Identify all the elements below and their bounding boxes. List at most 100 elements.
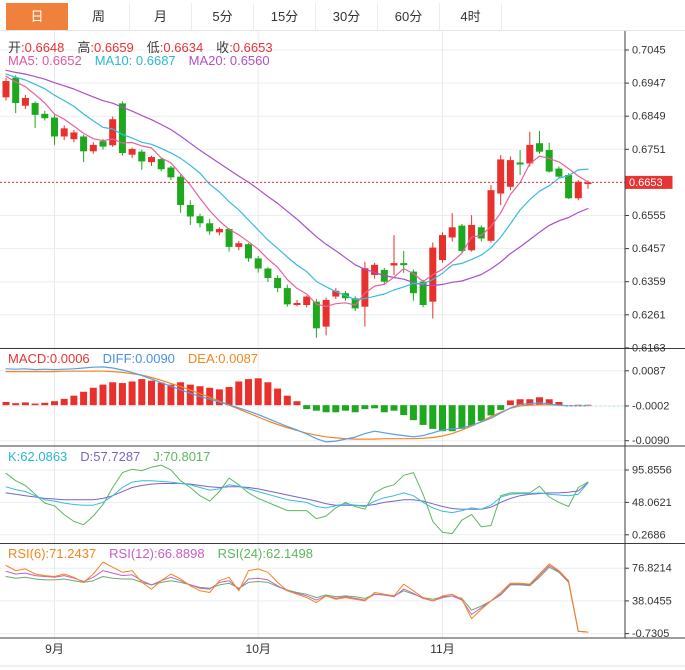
tab-month[interactable]: 月: [130, 3, 192, 30]
candle-body: [21, 97, 29, 106]
tab-5min[interactable]: 5分: [192, 3, 254, 30]
macd-hist-bar: [361, 405, 369, 410]
candle-body: [448, 227, 456, 238]
macd-hist-bar: [545, 399, 553, 406]
candle-body: [303, 296, 311, 306]
candle-body: [332, 290, 340, 297]
candle-body: [458, 225, 466, 251]
candle-body: [322, 299, 330, 327]
macd-hist-bar: [448, 405, 456, 432]
ma20-line: [5, 69, 589, 287]
macd-hist-bar: [371, 405, 379, 409]
macd-hist-bar: [526, 399, 534, 406]
macd-hist-bar: [148, 380, 155, 406]
price-axis-label: 0.7045: [632, 45, 666, 57]
candle-body: [118, 103, 126, 154]
candle-body: [12, 77, 20, 104]
macd-hist-bar: [516, 399, 524, 406]
tab-30min[interactable]: 30分: [316, 3, 378, 30]
macd-hist-bar: [332, 405, 340, 413]
last-price-badge-text: 0.6653: [629, 177, 663, 189]
d-line: [5, 482, 589, 510]
kdj-axis-label: 0.2686: [632, 529, 666, 541]
macd-hist-bar: [245, 379, 252, 406]
candle-body: [477, 227, 485, 239]
tab-4hour[interactable]: 4时: [440, 3, 502, 30]
macd-hist-bar: [215, 389, 223, 406]
kdj-axis-label: 95.8556: [632, 464, 672, 476]
macd-hist-bar: [225, 386, 233, 406]
tab-15min[interactable]: 15分: [254, 3, 316, 30]
tab-week[interactable]: 周: [68, 3, 130, 30]
macd-hist-bar: [400, 405, 408, 416]
candle-body: [2, 81, 10, 98]
candle-body: [390, 263, 398, 266]
k-line: [5, 480, 589, 514]
macd-hist-bar: [429, 405, 437, 429]
candle-body: [215, 229, 223, 233]
diff-line: [5, 366, 589, 443]
candle-body: [99, 141, 107, 147]
price-axis-label: 0.6947: [632, 78, 666, 90]
macd-hist-bar: [283, 395, 291, 406]
candle-body: [60, 128, 68, 137]
candle-body: [225, 229, 233, 247]
macd-hist-bar: [322, 405, 330, 413]
candle-body: [177, 176, 185, 206]
candle-body: [574, 181, 582, 199]
macd-hist-bar: [118, 383, 126, 406]
macd-hist-bar: [303, 405, 311, 410]
macd-hist-bar: [584, 404, 592, 406]
macd-hist-bar: [574, 404, 582, 406]
macd-hist-bar: [12, 403, 20, 406]
macd-hist-bar: [70, 395, 78, 406]
candle-body: [419, 281, 427, 306]
macd-hist-bar: [109, 382, 117, 406]
macd-hist-bar: [274, 388, 282, 406]
ma5-line: [5, 75, 589, 307]
candle-body: [312, 301, 320, 329]
x-axis-month-label: 9月: [45, 642, 64, 656]
macd-hist-bar: [206, 387, 214, 406]
candle-body: [51, 117, 58, 137]
candle-body: [167, 167, 175, 178]
timeframe-toolbar: 日周月 5分 15分 30分 60分 4时: [0, 0, 685, 31]
price-axis-label: 0.6751: [632, 144, 666, 156]
candle-body: [128, 148, 136, 155]
candle-body: [361, 268, 369, 307]
tab-day[interactable]: 日: [6, 3, 68, 30]
macd-hist-bar: [506, 400, 514, 406]
candle-body: [138, 151, 146, 162]
macd-hist-bar: [342, 405, 349, 411]
candle-body: [206, 223, 214, 232]
macd-hist-bar: [458, 405, 466, 429]
candle-body: [584, 182, 592, 185]
macd-hist-bar: [390, 405, 398, 411]
macd-hist-bar: [51, 401, 58, 406]
rsi-axis-label: 76.8214: [632, 563, 672, 575]
macd-axis-label: -0.0090: [632, 435, 669, 447]
candle-body: [186, 205, 194, 217]
macd-hist-bar: [186, 384, 194, 406]
macd-hist-bar: [177, 382, 185, 406]
price-axis-label: 0.6849: [632, 111, 666, 123]
rsi12-line: [5, 565, 589, 633]
macd-hist-bar: [41, 402, 49, 406]
macd-hist-bar: [555, 402, 563, 406]
macd-hist-bar: [380, 405, 388, 413]
candle-body: [536, 143, 543, 152]
candle-body: [254, 258, 262, 269]
candle-body: [148, 157, 155, 163]
ma10-line: [5, 73, 589, 301]
candle-body: [400, 263, 408, 266]
candle-body: [196, 216, 204, 224]
candle-body: [264, 268, 272, 278]
tab-60min[interactable]: 60分: [378, 3, 440, 30]
candle-body: [89, 144, 97, 152]
candle-body: [497, 159, 505, 194]
kdj-axis-label: 48.0621: [632, 497, 672, 509]
macd-hist-bar: [138, 379, 146, 406]
candle-body: [80, 136, 88, 152]
